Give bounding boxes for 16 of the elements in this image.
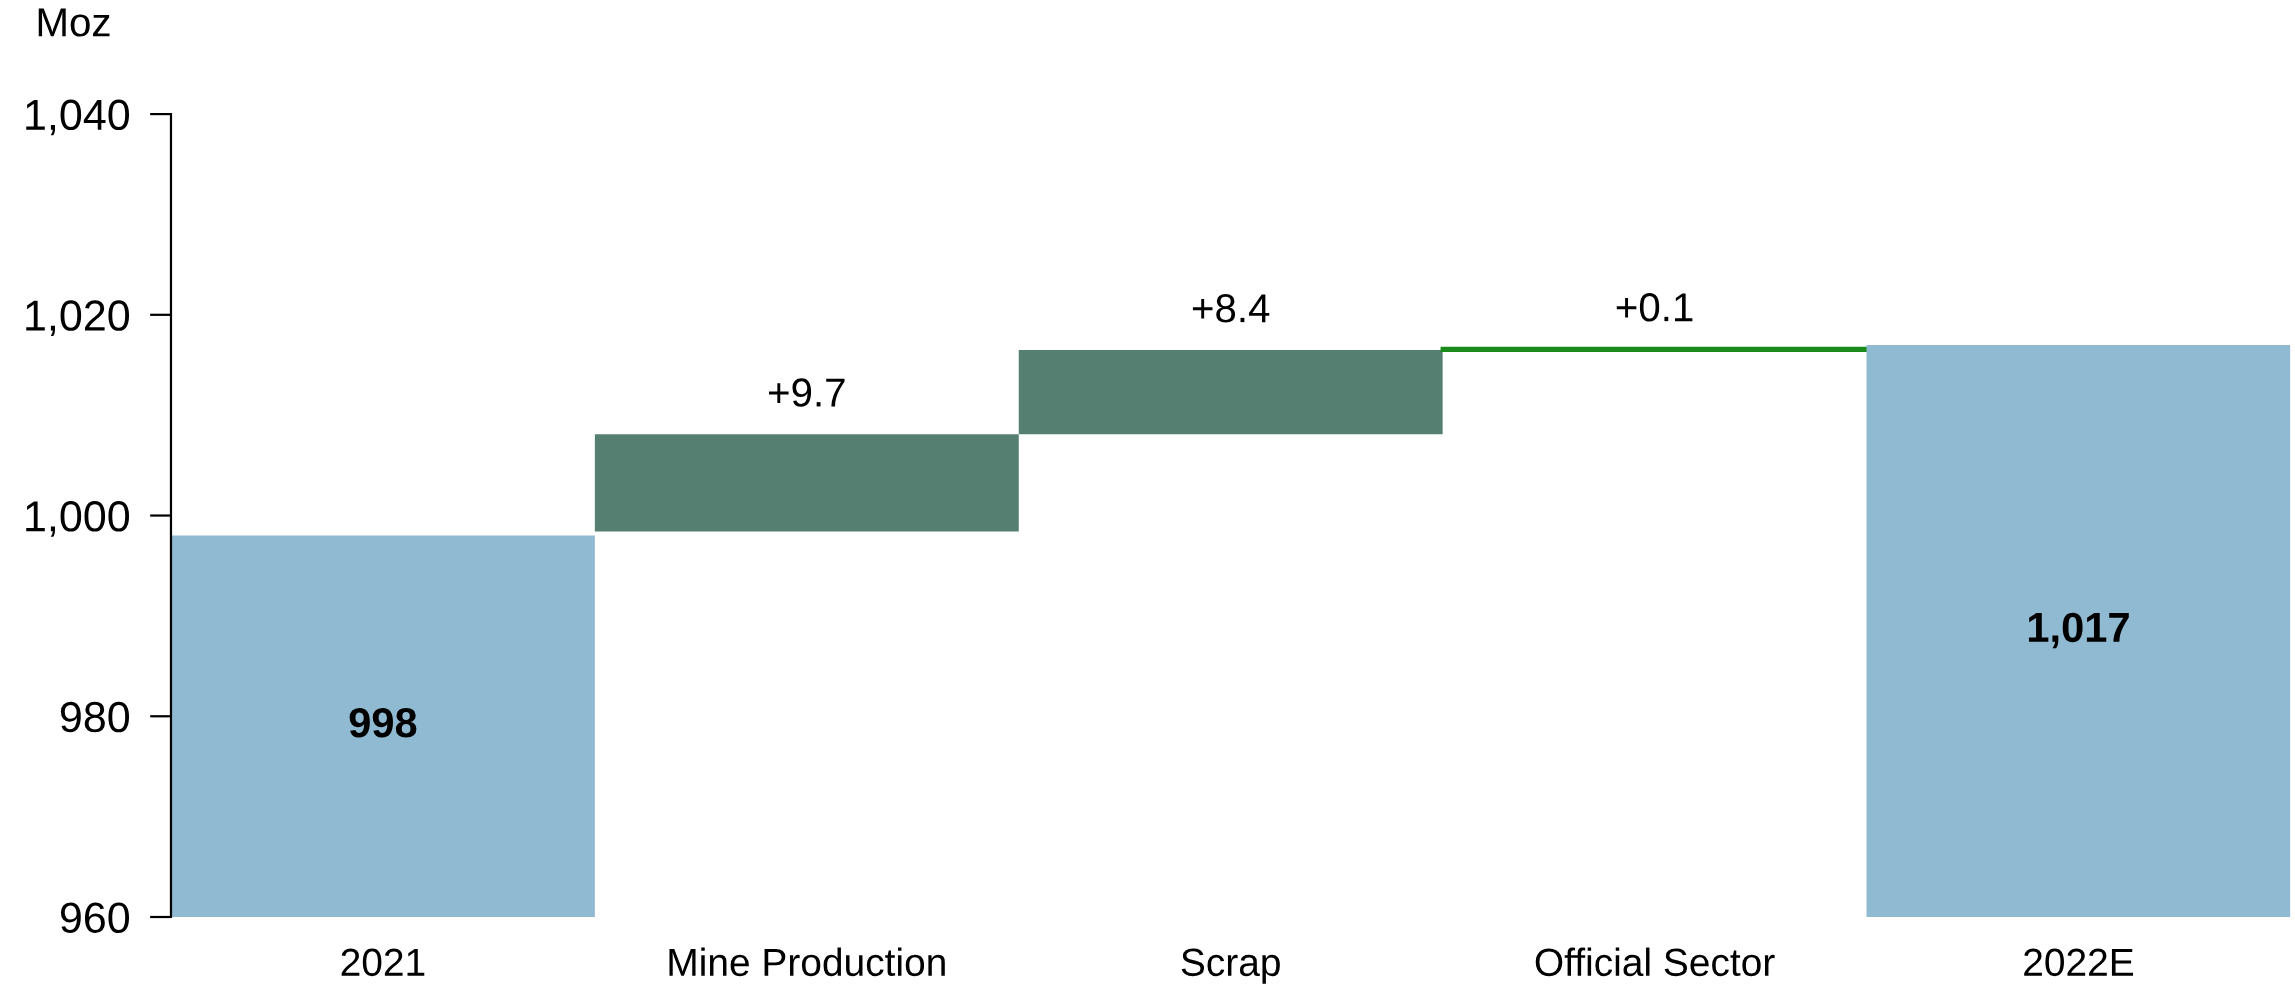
data-label: 1,017 — [2028, 612, 2129, 649]
data-label: +0.1 — [1616, 293, 1693, 322]
y-tick-label: 1,040 — [26, 99, 130, 136]
x-tick-label: 2022E — [2024, 948, 2134, 977]
x-tick-label: Scrap — [1181, 948, 1280, 984]
data-label: 998 — [349, 707, 417, 738]
x-tick-label: Mine Production — [669, 947, 945, 977]
data-label: +9.7 — [769, 378, 845, 407]
x-tick-label: 2021 — [341, 948, 425, 977]
y-tick-label: 980 — [60, 701, 130, 733]
y-axis-title: Moz — [38, 8, 110, 37]
data-label: +8.4 — [1192, 294, 1270, 323]
x-tick-label: Official Sector — [1535, 947, 1775, 977]
y-tick-label: 1,000 — [26, 501, 130, 537]
y-tick-label: 960 — [60, 902, 130, 934]
y-tick-label: 1,020 — [26, 300, 130, 336]
